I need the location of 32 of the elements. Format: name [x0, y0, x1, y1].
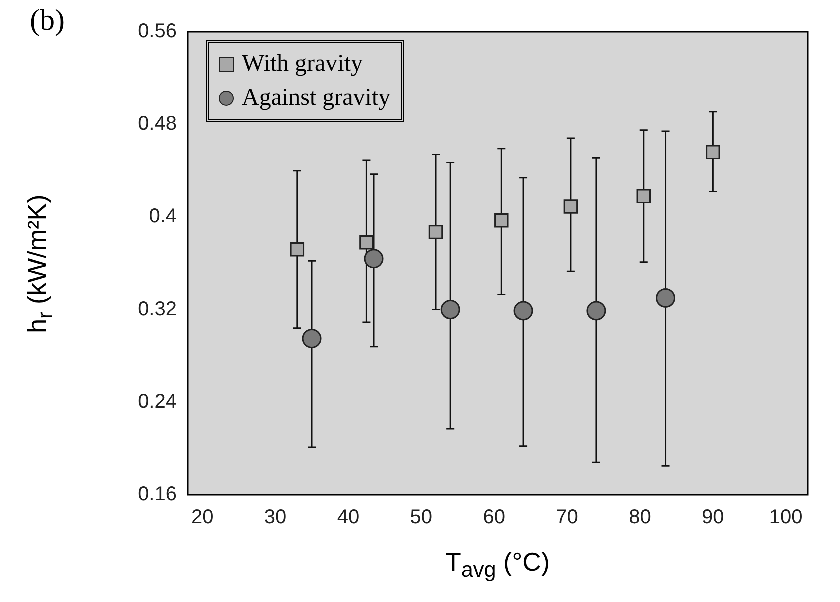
point — [514, 301, 534, 321]
point — [586, 301, 606, 321]
x-axis-title: T$_{avg}$ (°C) — [446, 547, 550, 584]
x-tick-label: 40 — [337, 506, 360, 529]
point — [564, 200, 578, 214]
chart-title: (b) — [30, 4, 65, 38]
x-tick-label: 50 — [410, 506, 433, 529]
y-tick-label: 0.16 — [138, 484, 177, 506]
point — [636, 189, 651, 204]
x-tick-label: 30 — [264, 506, 287, 529]
y-tick-label: 0.24 — [138, 390, 177, 413]
y-tick-label: 0.48 — [138, 113, 177, 136]
point — [428, 225, 444, 240]
y-tick-label: 0.56 — [138, 20, 177, 43]
x-tick-label: 100 — [769, 506, 803, 529]
point — [494, 214, 509, 228]
point — [440, 300, 460, 320]
y-tick-label: 0.4 — [149, 206, 177, 228]
legend-label: Against gravity — [242, 84, 391, 113]
x-tick-label: 80 — [629, 506, 652, 529]
legend-label: With gravity — [242, 50, 364, 79]
x-tick-label: 70 — [556, 506, 578, 529]
y-tick-label: 0.32 — [138, 298, 177, 320]
point — [364, 249, 384, 269]
point — [656, 288, 676, 308]
x-tick-label: 20 — [191, 506, 214, 529]
point — [360, 236, 374, 250]
x-tick-label: 90 — [702, 506, 724, 529]
point — [302, 328, 322, 348]
point — [290, 242, 305, 257]
x-tick-label: 60 — [483, 506, 506, 529]
point — [706, 145, 720, 160]
